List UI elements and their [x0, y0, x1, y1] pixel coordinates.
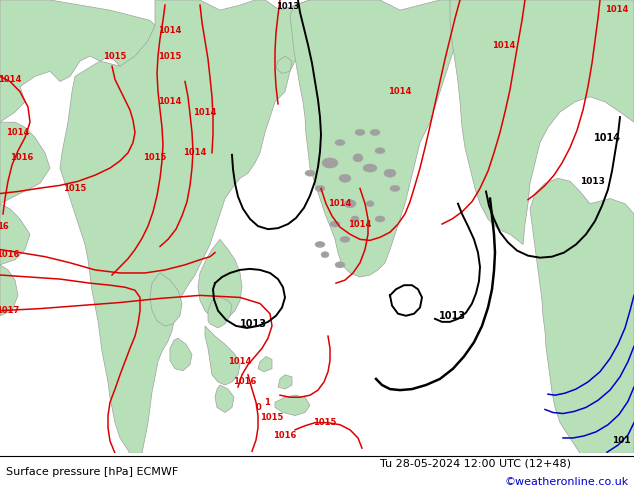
Polygon shape: [290, 0, 460, 277]
Ellipse shape: [353, 154, 363, 162]
Text: 1014: 1014: [593, 132, 621, 143]
Polygon shape: [208, 297, 232, 328]
Polygon shape: [0, 0, 170, 122]
Text: 1: 1: [264, 398, 270, 407]
Text: 1014: 1014: [158, 98, 182, 106]
Ellipse shape: [375, 147, 385, 154]
Polygon shape: [0, 204, 30, 265]
Polygon shape: [0, 122, 50, 204]
Text: 1013: 1013: [579, 177, 604, 186]
Ellipse shape: [335, 262, 345, 268]
Text: 1015: 1015: [261, 413, 283, 422]
Text: 101: 101: [612, 436, 631, 445]
Polygon shape: [450, 0, 634, 245]
Polygon shape: [60, 0, 310, 453]
Text: 1016: 1016: [273, 431, 297, 441]
Ellipse shape: [366, 200, 374, 207]
Text: Surface pressure [hPa] ECMWF: Surface pressure [hPa] ECMWF: [6, 466, 179, 477]
Text: 0: 0: [255, 403, 261, 412]
Polygon shape: [0, 265, 18, 316]
Ellipse shape: [363, 164, 377, 172]
Ellipse shape: [370, 129, 380, 135]
Polygon shape: [258, 357, 272, 372]
Ellipse shape: [339, 174, 351, 182]
Text: 1014: 1014: [183, 148, 207, 157]
Text: 1014: 1014: [605, 5, 629, 14]
Ellipse shape: [340, 236, 350, 243]
Text: 16: 16: [0, 221, 9, 231]
Ellipse shape: [384, 169, 396, 177]
Ellipse shape: [322, 158, 338, 168]
Text: 1016: 1016: [10, 153, 34, 162]
Text: ©weatheronline.co.uk: ©weatheronline.co.uk: [504, 477, 628, 487]
Polygon shape: [275, 395, 310, 416]
Text: Tu 28-05-2024 12:00 UTC (12+48): Tu 28-05-2024 12:00 UTC (12+48): [380, 459, 571, 468]
Ellipse shape: [344, 199, 356, 208]
Ellipse shape: [330, 221, 340, 227]
Polygon shape: [215, 385, 234, 413]
Text: 1014: 1014: [158, 26, 182, 35]
Text: 1016: 1016: [233, 377, 257, 387]
Polygon shape: [530, 178, 634, 453]
Text: 1015: 1015: [63, 184, 87, 193]
Text: 1014: 1014: [328, 199, 352, 208]
Text: 1014: 1014: [348, 220, 372, 228]
Text: 1013: 1013: [240, 319, 266, 329]
Ellipse shape: [315, 185, 325, 192]
Ellipse shape: [375, 216, 385, 222]
Text: 1015: 1015: [158, 51, 182, 61]
Text: 1014: 1014: [228, 357, 252, 366]
Text: 1015: 1015: [313, 418, 337, 427]
Polygon shape: [205, 326, 240, 385]
Text: 1015: 1015: [143, 153, 167, 162]
Ellipse shape: [390, 185, 400, 192]
Ellipse shape: [335, 140, 345, 146]
Ellipse shape: [355, 129, 365, 135]
Polygon shape: [170, 338, 192, 371]
Ellipse shape: [305, 170, 315, 176]
Text: 1014: 1014: [388, 87, 411, 96]
Polygon shape: [150, 273, 182, 326]
Text: 1016: 1016: [0, 250, 20, 259]
Text: 1017: 1017: [0, 306, 20, 315]
Polygon shape: [278, 375, 292, 389]
Text: 1013: 1013: [439, 311, 465, 321]
Ellipse shape: [351, 216, 359, 222]
Text: 1015: 1015: [103, 51, 127, 61]
Ellipse shape: [315, 242, 325, 247]
Polygon shape: [198, 239, 242, 321]
Text: 1014: 1014: [193, 107, 217, 117]
Text: 1014: 1014: [0, 75, 22, 84]
Text: 1014: 1014: [493, 41, 515, 50]
Text: 1013: 1013: [276, 2, 300, 11]
Text: 1014: 1014: [6, 128, 30, 137]
Ellipse shape: [321, 251, 329, 258]
Polygon shape: [276, 56, 292, 74]
